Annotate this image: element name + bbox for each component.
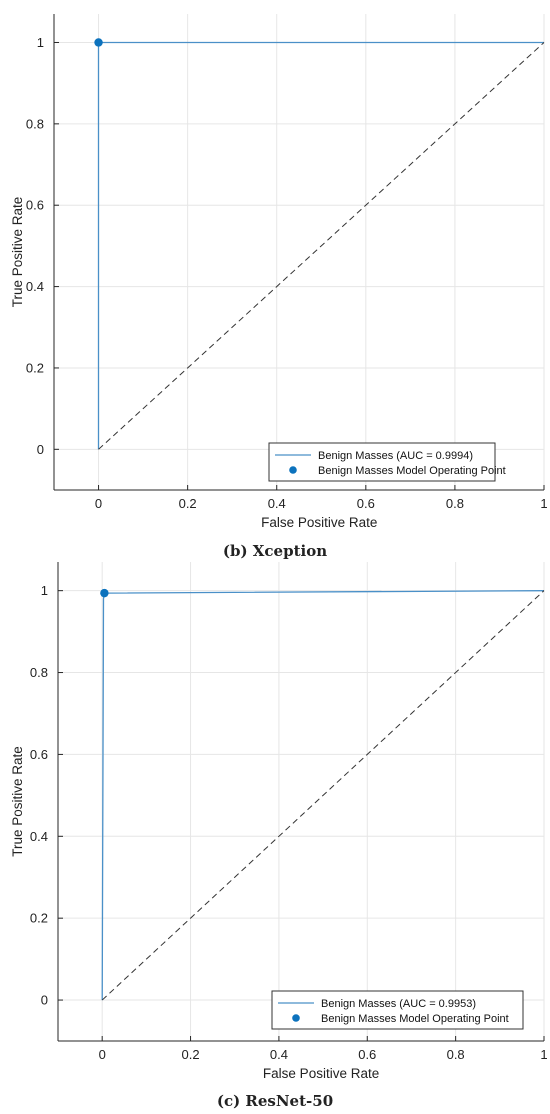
y-tick-label: 1 xyxy=(37,35,44,50)
y-tick-label: 0 xyxy=(37,442,44,457)
x-tick-label: 0.8 xyxy=(447,1047,465,1062)
y-tick-label: 0.8 xyxy=(26,116,44,131)
x-tick-label: 0.4 xyxy=(270,1047,288,1062)
chart-panel-xception: 0 0.2 0.4 0.6 0.8 1 0 0.2 0.4 0.6 0.8 1 False Positi… xyxy=(0,0,550,560)
y-axis-title: True Positive Rate xyxy=(10,746,25,857)
legend: Benign Masses (AUC = 0.9953) Benign Masse… xyxy=(271,990,524,1030)
chart-panel-resnet50: 0 0.2 0.4 0.6 0.8 1 0 0.2 0.4 0.6 0.8 1 False Positi… xyxy=(0,548,550,1114)
x-tick-label: 0.4 xyxy=(268,496,286,511)
y-tick-label: 0.6 xyxy=(30,747,48,762)
legend-label-roc: Benign Masses (AUC = 0.9994) xyxy=(318,450,473,462)
legend-label-operating-point: Benign Masses Model Operating Point xyxy=(318,465,506,477)
x-tick-label: 0.2 xyxy=(182,1047,200,1062)
x-axis-title: False Positive Rate xyxy=(263,1066,379,1081)
x-tick-label: 0.6 xyxy=(357,496,375,511)
y-tick-label: 0 xyxy=(41,993,48,1008)
x-tick-label: 0.8 xyxy=(446,496,464,511)
legend-box xyxy=(268,442,496,482)
chance-diagonal-line xyxy=(101,590,545,1001)
x-axis-title: False Positive Rate xyxy=(261,515,377,530)
y-tick-label: 0.2 xyxy=(26,360,44,375)
legend-label-roc: Benign Masses (AUC = 0.9953) xyxy=(321,998,476,1010)
x-tick-label: 0 xyxy=(95,496,102,511)
legend: Benign Masses (AUC = 0.9994) Benign Masse… xyxy=(268,442,506,482)
operating-point-marker xyxy=(100,588,109,598)
figure-caption: (b) Xception xyxy=(222,542,328,560)
y-tick-label: 0.4 xyxy=(30,829,48,844)
y-axis-title: True Positive Rate xyxy=(10,197,25,308)
roc-chart-xception: 0 0.2 0.4 0.6 0.8 1 0 0.2 0.4 0.6 0.8 1 False Positi… xyxy=(10,14,548,530)
x-tick-label: 0 xyxy=(99,1047,106,1062)
roc-chart-resnet50: 0 0.2 0.4 0.6 0.8 1 0 0.2 0.4 0.6 0.8 1 False Positi… xyxy=(10,562,548,1081)
y-tick-label: 0.8 xyxy=(30,665,48,680)
legend-label-operating-point: Benign Masses Model Operating Point xyxy=(321,1013,509,1025)
x-tick-label: 1 xyxy=(540,1047,547,1062)
legend-point-swatch xyxy=(292,1014,300,1022)
y-tick-label: 1 xyxy=(41,583,48,598)
chance-diagonal-line xyxy=(98,42,545,450)
operating-point-marker xyxy=(94,38,103,47)
x-tick-label: 0.6 xyxy=(358,1047,376,1062)
y-tick-label: 0.6 xyxy=(26,198,44,213)
x-tick-label: 1 xyxy=(540,496,547,511)
legend-point-swatch xyxy=(289,466,297,474)
x-tick-label: 0.2 xyxy=(179,496,197,511)
figure-caption: (c) ResNet-50 xyxy=(216,1092,334,1110)
legend-box xyxy=(271,990,524,1030)
y-tick-label: 0.2 xyxy=(30,911,48,926)
y-tick-label: 0.4 xyxy=(26,279,44,294)
